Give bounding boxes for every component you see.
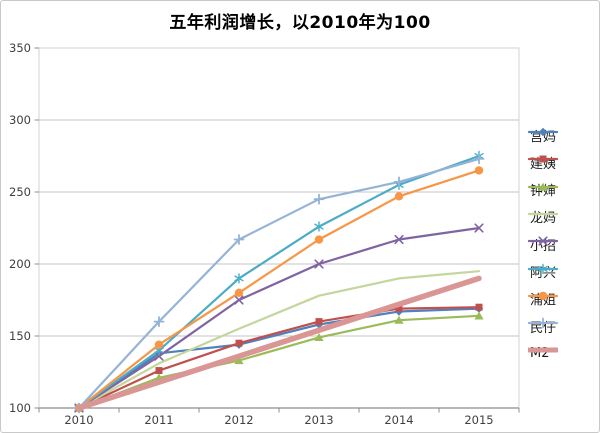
legend-item-6[interactable]: 浦姐: [528, 289, 558, 309]
x-axis-label: 2013: [304, 413, 333, 427]
y-axis-label: 200: [9, 257, 31, 271]
legend-swatch-icon: [528, 347, 558, 353]
y-axis-label: 250: [9, 185, 31, 199]
series-line-2[interactable]: [77, 314, 481, 410]
legend-swatch-icon: [528, 212, 558, 215]
x-axis-label: 2012: [224, 413, 253, 427]
x-axis-label: 2014: [384, 413, 413, 427]
chart-title: 五年利润增长，以2010年为100: [169, 13, 431, 33]
legend-swatch-icon: [528, 263, 558, 274]
legend-swatch-icon: [528, 182, 558, 191]
series-line-1[interactable]: [77, 306, 481, 410]
legend-item-0[interactable]: 宫妈: [528, 125, 558, 145]
legend-swatch-icon: [528, 127, 558, 137]
y-axis-label: 300: [9, 113, 31, 127]
series-line-0[interactable]: [77, 307, 481, 410]
series-line-4[interactable]: [77, 226, 481, 410]
plot-border: [38, 47, 520, 409]
x-axis-label: 2015: [464, 413, 493, 427]
y-axis-label: 100: [9, 401, 31, 415]
series-markers-0[interactable]: [74, 304, 484, 413]
legend-item-label: 宫妈: [530, 129, 557, 145]
series-markers-2[interactable]: [74, 311, 484, 412]
series-line-8[interactable]: [76, 275, 482, 411]
legend-item-label: 建姨: [530, 156, 557, 172]
legend-item-7[interactable]: 民仔: [528, 316, 558, 336]
legend-item-label: 小招: [530, 238, 557, 254]
legend-item-8[interactable]: M2: [528, 343, 558, 363]
series-line-6[interactable]: [77, 169, 481, 410]
legend-item-3[interactable]: 龙妈: [528, 207, 558, 227]
series-markers-7[interactable]: [73, 153, 485, 414]
legend-item-label: 浦姐: [530, 293, 557, 309]
y-axis-label: 350: [9, 41, 31, 55]
series-line-3[interactable]: [77, 270, 481, 410]
x-axis-label: 2011: [144, 413, 173, 427]
legend-item-label: 钟婶: [530, 184, 557, 200]
legend-item-2[interactable]: 钟婶: [528, 180, 558, 200]
legend-item-5[interactable]: 阿兴: [528, 262, 558, 282]
series-line-7[interactable]: [77, 157, 481, 410]
legend-item-4[interactable]: 小招: [528, 234, 558, 254]
legend-item-label: 龙妈: [530, 211, 557, 227]
legend-swatch-icon: [528, 236, 558, 246]
x-axis-label: 2010: [64, 413, 93, 427]
y-axis-label: 150: [9, 329, 31, 343]
legend-item-1[interactable]: 建姨: [528, 152, 558, 172]
legend-swatch-icon: [528, 291, 558, 300]
legend-swatch-icon: [528, 317, 558, 329]
series-line-5[interactable]: [77, 154, 481, 410]
legend-swatch-icon: [528, 155, 558, 163]
